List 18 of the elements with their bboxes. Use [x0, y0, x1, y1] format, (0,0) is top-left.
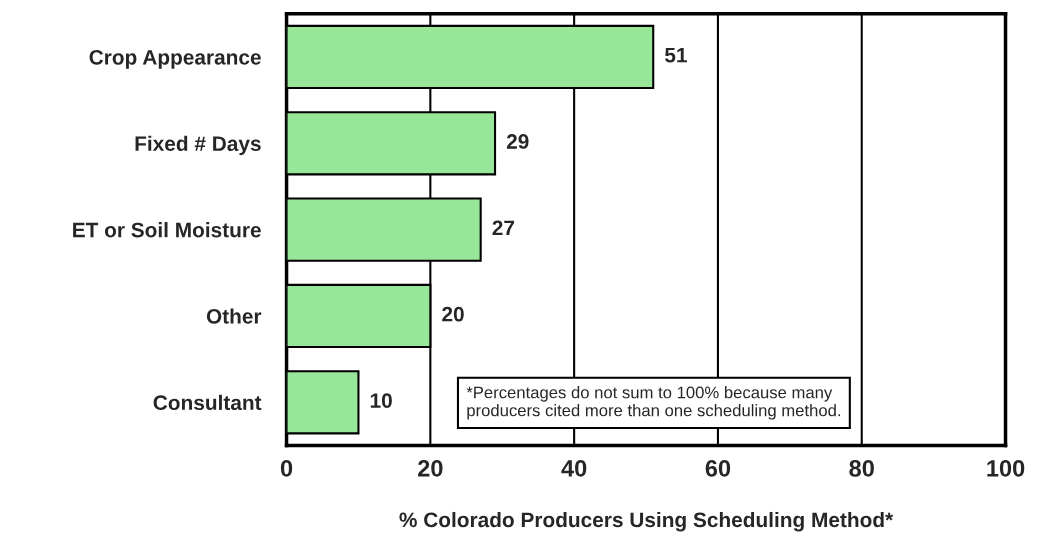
annotation: *Percentages do not sum to 100% because many producers cited more than one scheduling method. [466, 386, 840, 420]
data-label: 29 [506, 134, 529, 149]
y-tick-label: Fixed # Days [135, 135, 261, 156]
x-tick-label: 20 [418, 460, 443, 477]
x-axis-title: % Colorado Producers Using Scheduling Method* [399, 511, 894, 532]
x-tick-label: 100 [987, 460, 1025, 477]
x-tick-label: 60 [705, 460, 731, 477]
x-tick-label: 80 [849, 460, 874, 477]
data-label: 10 [370, 393, 392, 408]
x-tick-label: 0 [280, 460, 293, 477]
data-label: 51 [664, 47, 687, 63]
data-label: 20 [442, 306, 464, 322]
x-tick-label: 40 [561, 460, 587, 477]
data-label: 27 [492, 220, 515, 236]
y-tick-label: Crop Appearance [89, 49, 261, 69]
y-tick-label: ET or Soil Moisture [73, 222, 261, 238]
y-tick-label: Consultant [153, 394, 262, 411]
y-tick-label: Other [206, 308, 262, 324]
